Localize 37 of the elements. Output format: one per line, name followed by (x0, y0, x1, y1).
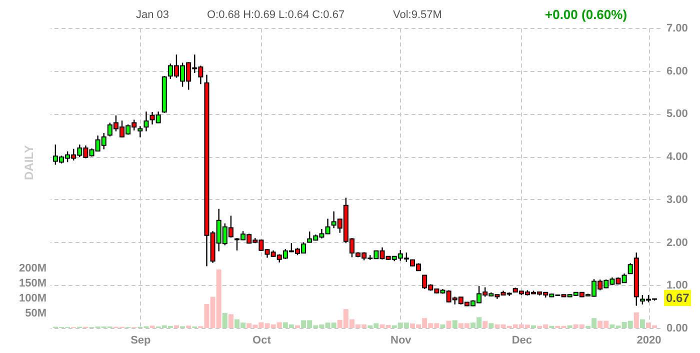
text: O:0.68 H:0.69 L:0.64 C:0.67 (207, 9, 345, 21)
y-tick-label: 5.00 (666, 108, 688, 120)
bar (482, 321, 488, 328)
text: 0.67 (664, 290, 692, 306)
y-tick-label: 3.00 (666, 194, 688, 206)
candlestick (138, 126, 143, 138)
bar (440, 324, 446, 328)
text: Vol:9.57M (393, 9, 442, 21)
bar (222, 313, 228, 328)
y-tick-label: 4.00 (666, 151, 688, 164)
bar (174, 325, 179, 328)
candlestick (144, 110, 149, 132)
y-tick-label: 7.00 (666, 22, 688, 34)
y-tick-label: 2.00 (666, 236, 688, 249)
bar (634, 312, 639, 328)
bar (531, 325, 536, 328)
bar (567, 325, 572, 328)
y2-tick-label: 100M (18, 292, 46, 304)
x-tick-label: Oct (252, 334, 272, 346)
bar (452, 320, 458, 328)
bar (446, 320, 452, 328)
y2-tick-label: 50M (25, 308, 46, 320)
text: +0.00 (0.60%) (545, 7, 628, 22)
bar (228, 314, 234, 328)
bar (488, 323, 494, 328)
bar (295, 325, 300, 328)
y-tick-label: 1.00 (666, 280, 688, 292)
y-tick-label: 0.00 (666, 322, 688, 334)
bar (640, 319, 645, 328)
x-tick-label: 2020 (636, 334, 662, 346)
x-tick-label: Dec (512, 334, 532, 346)
text: Jan 03 (136, 9, 170, 21)
x-tick-label: Nov (390, 334, 412, 346)
x-tick-label: Sep (130, 334, 152, 346)
y-tick-label: 6.00 (666, 65, 688, 78)
y2-tick-label: 150M (18, 278, 46, 290)
y2-tick-label: 200M (18, 262, 46, 274)
